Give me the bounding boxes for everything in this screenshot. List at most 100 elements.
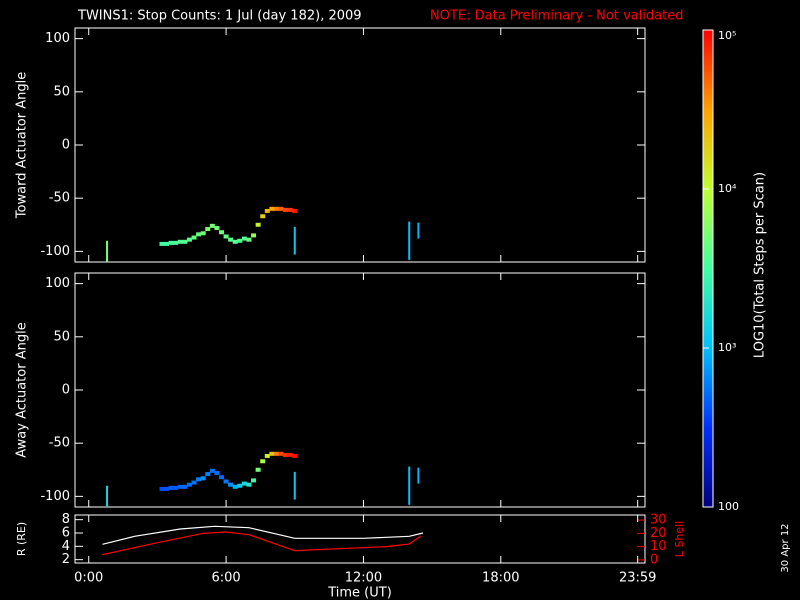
point (209, 223, 215, 228)
point (273, 206, 279, 211)
point (173, 485, 179, 490)
point (241, 481, 247, 486)
y-tick-label: 6 (62, 526, 70, 541)
point (241, 236, 247, 241)
point (278, 451, 284, 456)
panel-frame (74, 272, 646, 508)
point (278, 206, 284, 211)
point (219, 230, 225, 235)
y-axis-label: Toward Actuator Angle (15, 72, 30, 219)
point (228, 237, 234, 242)
point (260, 214, 266, 219)
y-axis-label: Away Actuator Angle (15, 322, 30, 457)
point (287, 207, 293, 212)
point (251, 233, 257, 238)
point (251, 478, 257, 483)
point (232, 484, 238, 489)
x-tick-label: 0:00 (74, 571, 103, 586)
y-tick-label: 0 (62, 383, 70, 398)
x-tick-label: 23:59 (619, 571, 656, 586)
segment (408, 466, 411, 505)
segment (106, 485, 109, 507)
point (164, 486, 170, 491)
point (223, 479, 229, 484)
point (214, 470, 220, 475)
segment (408, 221, 411, 260)
segment (417, 467, 420, 484)
point (177, 239, 183, 244)
point (283, 207, 289, 212)
point (168, 485, 174, 490)
note: NOTE: Data Preliminary - Not validated (430, 9, 684, 24)
point (264, 453, 270, 458)
point (287, 452, 293, 457)
point (200, 476, 206, 481)
point (173, 240, 179, 245)
point (269, 451, 275, 456)
point (191, 480, 197, 485)
segment (106, 240, 109, 262)
point (283, 452, 289, 457)
point (159, 241, 165, 246)
point (219, 475, 225, 480)
y-tick-label: -50 (49, 191, 70, 206)
point (205, 227, 211, 232)
date-stamp: 30 Apr 12 (780, 523, 791, 572)
point (292, 208, 298, 213)
point (177, 484, 183, 489)
point (209, 468, 215, 473)
point (264, 208, 270, 213)
x-axis-label: Time (UT) (327, 586, 392, 600)
y-tick-label: -100 (40, 244, 70, 259)
panel-frame (74, 514, 646, 564)
point (237, 238, 243, 243)
point (246, 482, 252, 487)
point (159, 486, 165, 491)
title: TWINS1: Stop Counts: 1 Jul (day 182), 20… (77, 9, 362, 24)
y-tick-label: 50 (53, 329, 70, 344)
point (260, 459, 266, 464)
y-tick-label: 100 (45, 276, 70, 291)
point (168, 240, 174, 245)
point (191, 235, 197, 240)
segment (293, 226, 296, 255)
point (273, 451, 279, 456)
point (246, 237, 252, 242)
colorbar-label: LOG10(Total Steps per Scan) (753, 172, 768, 358)
point (182, 484, 188, 489)
y-tick-label: 0 (650, 552, 658, 567)
y-axis-label: R (RE) (15, 522, 28, 556)
y-tick-label: 20 (650, 526, 667, 541)
y-tick-label: 8 (62, 512, 70, 527)
colorbar-tick-label: 10⁴ (718, 182, 737, 195)
point (196, 232, 202, 237)
x-tick-label: 18:00 (482, 571, 519, 586)
y-tick-label: 4 (62, 539, 70, 554)
x-tick-label: 12:00 (345, 571, 382, 586)
point (164, 241, 170, 246)
point (214, 225, 220, 230)
point (223, 234, 229, 239)
segment (293, 471, 296, 500)
x-tick-label: 6:00 (211, 571, 240, 586)
point (200, 231, 206, 236)
point (237, 483, 243, 488)
point (255, 222, 261, 227)
y2-axis-label: L Shell (673, 521, 686, 557)
colorbar-tick-label: 10⁵ (718, 29, 736, 42)
y-tick-label: -50 (49, 436, 70, 451)
point (196, 477, 202, 482)
y-tick-label: 50 (53, 84, 70, 99)
point (228, 482, 234, 487)
point (255, 467, 261, 472)
line (102, 531, 422, 556)
point (186, 237, 192, 242)
point (292, 453, 298, 458)
panel-frame (74, 27, 646, 263)
y-tick-label: -100 (40, 489, 70, 504)
point (182, 239, 188, 244)
y-tick-label: 2 (62, 552, 70, 567)
colorbar-tick-label: 10³ (718, 341, 736, 354)
point (269, 206, 275, 211)
